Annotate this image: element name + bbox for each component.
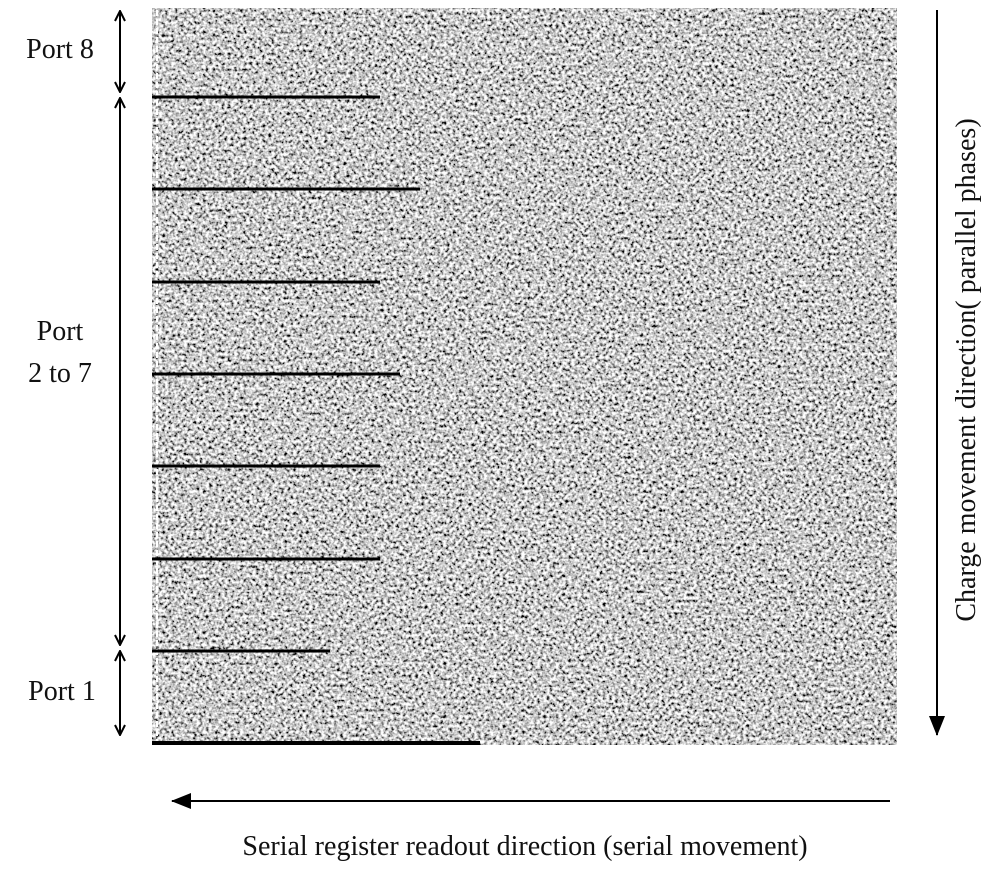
image-noise [152,8,897,745]
horizontal-caption: Serial register readout direction (seria… [242,831,807,862]
vertical-caption: Charge movement direction( parallel phas… [951,118,982,621]
port-label: Port 1 [28,676,96,707]
port-label: Port 8 [26,34,94,65]
ccd-image [152,8,897,745]
port-label: Port [37,316,84,347]
port-label: 2 to 7 [28,358,92,389]
trail-lines [152,95,480,745]
